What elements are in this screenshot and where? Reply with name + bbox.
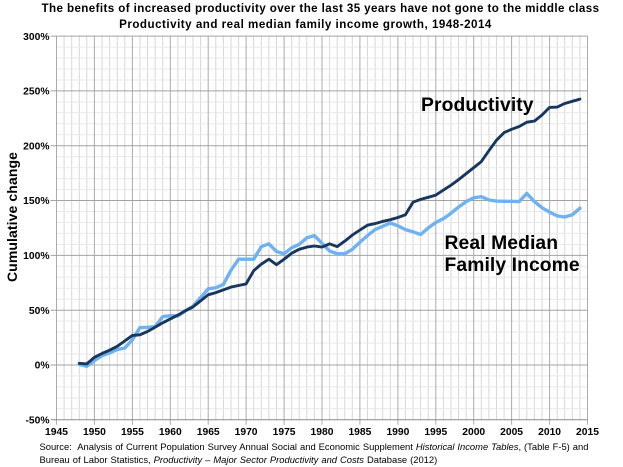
svg-text:150%: 150% (23, 196, 49, 207)
svg-text:1965: 1965 (197, 427, 220, 438)
svg-text:100%: 100% (23, 251, 49, 262)
svg-text:200%: 200% (23, 141, 49, 152)
svg-text:250%: 250% (23, 87, 49, 98)
svg-text:2005: 2005 (500, 427, 523, 438)
svg-text:1955: 1955 (121, 427, 144, 438)
svg-text:1950: 1950 (83, 427, 106, 438)
svg-text:1995: 1995 (424, 427, 447, 438)
svg-text:1960: 1960 (159, 427, 182, 438)
svg-text:1970: 1970 (235, 427, 258, 438)
svg-text:1985: 1985 (348, 427, 371, 438)
svg-text:1945: 1945 (45, 427, 68, 438)
svg-text:0%: 0% (35, 361, 50, 372)
svg-text:50%: 50% (29, 306, 50, 317)
svg-text:1975: 1975 (273, 427, 296, 438)
svg-text:-50%: -50% (25, 416, 49, 427)
svg-text:2015: 2015 (576, 427, 599, 438)
svg-text:2010: 2010 (538, 427, 561, 438)
svg-text:1980: 1980 (311, 427, 334, 438)
svg-text:2000: 2000 (462, 427, 485, 438)
svg-text:300%: 300% (23, 32, 49, 43)
svg-text:1990: 1990 (386, 427, 409, 438)
